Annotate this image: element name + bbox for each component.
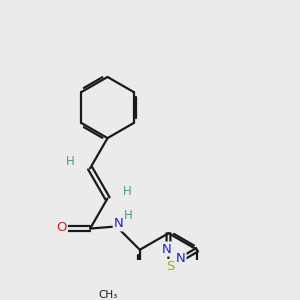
- Text: CH₃: CH₃: [98, 290, 118, 300]
- Text: O: O: [56, 221, 67, 234]
- Text: S: S: [166, 260, 174, 273]
- Text: N: N: [176, 253, 185, 266]
- Text: H: H: [124, 209, 133, 222]
- Text: N: N: [114, 218, 124, 230]
- Text: N: N: [161, 242, 171, 256]
- Text: H: H: [123, 185, 132, 198]
- Text: H: H: [66, 155, 74, 168]
